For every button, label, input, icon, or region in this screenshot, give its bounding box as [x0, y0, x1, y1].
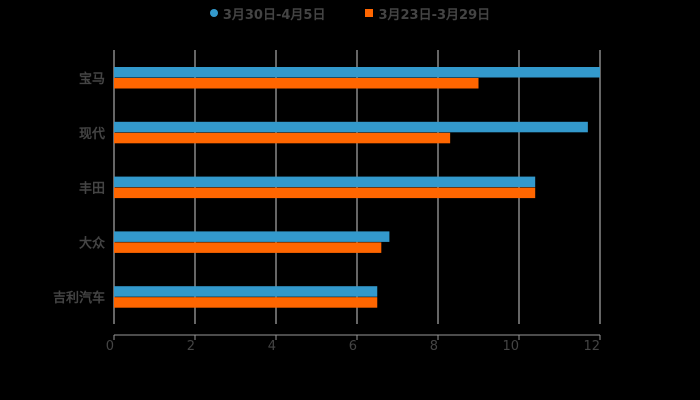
bar-0[interactable]: [114, 176, 536, 188]
x-tick-label: 2: [187, 339, 195, 354]
bar-1[interactable]: [114, 242, 382, 253]
square-marker-icon: [365, 9, 374, 17]
legend-item-series-1[interactable]: 3月23日-3月29日: [365, 4, 491, 23]
x-tick-label: 6: [349, 339, 357, 354]
category-label: 吉利汽车: [53, 290, 105, 306]
legend-label: 3月30日-4月5日: [222, 7, 326, 23]
x-tick-label: 12: [583, 339, 600, 354]
bar-0[interactable]: [114, 286, 378, 297]
x-tick-label: 8: [430, 339, 438, 354]
bar-1[interactable]: [114, 297, 378, 308]
category-label: 大众: [79, 235, 105, 251]
x-tick-label: 10: [502, 339, 519, 354]
bar-0[interactable]: [114, 231, 390, 242]
legend-item-series-0[interactable]: 3月30日-4月5日: [209, 4, 326, 23]
circle-marker-icon: [209, 9, 218, 17]
category-label: 现代: [79, 126, 105, 142]
chart-legend: 3月30日-4月5日 3月23日-3月29日: [0, 4, 700, 23]
category-label: 丰田: [79, 181, 105, 197]
bar-0[interactable]: [114, 67, 600, 78]
x-tick-label: 4: [268, 339, 276, 354]
bar-1[interactable]: [114, 132, 451, 144]
x-tick-label: 0: [106, 339, 114, 354]
legend-label: 3月23日-3月29日: [378, 7, 491, 23]
bar-1[interactable]: [114, 78, 479, 89]
bar-0[interactable]: [114, 121, 588, 133]
category-label: 宝马: [79, 71, 105, 87]
bar-1[interactable]: [114, 187, 536, 199]
